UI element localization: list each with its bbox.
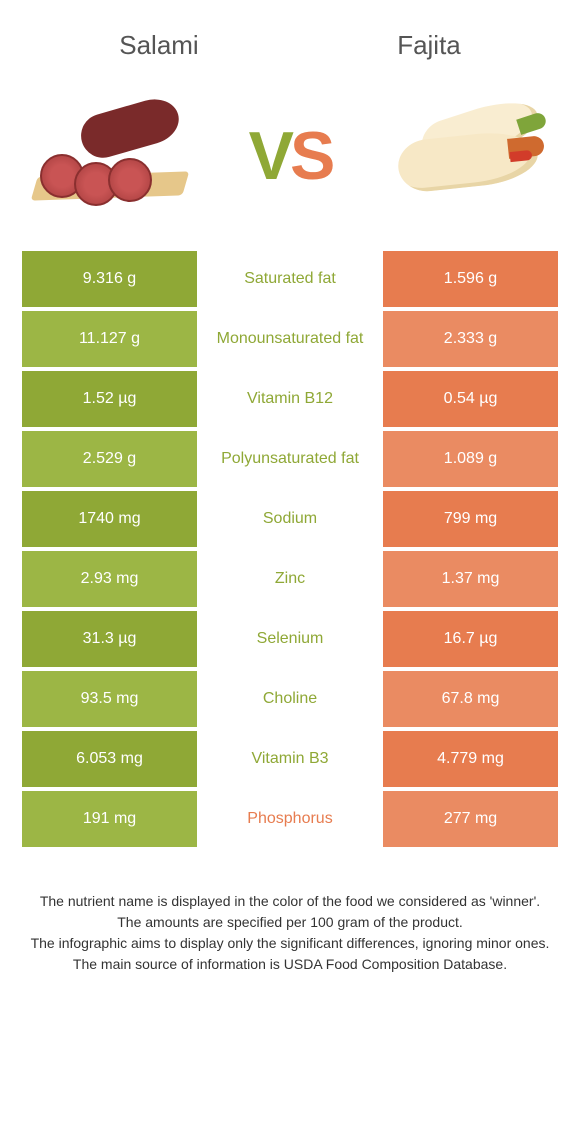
nutrient-row: 11.127 gMonounsaturated fat2.333 g [22, 311, 558, 367]
nutrient-left-value: 9.316 g [22, 251, 197, 307]
right-food-title: Fajita [397, 30, 461, 61]
nutrient-label: Vitamin B3 [197, 731, 383, 787]
nutrient-row: 93.5 mgCholine67.8 mg [22, 671, 558, 727]
nutrient-row: 191 mgPhosphorus277 mg [22, 791, 558, 847]
nutrient-row: 2.93 mgZinc1.37 mg [22, 551, 558, 607]
nutrient-row: 31.3 µgSelenium16.7 µg [22, 611, 558, 667]
nutrient-row: 2.529 gPolyunsaturated fat1.089 g [22, 431, 558, 487]
nutrient-right-value: 0.54 µg [383, 371, 558, 427]
nutrient-right-value: 4.779 mg [383, 731, 558, 787]
nutrient-label: Saturated fat [197, 251, 383, 307]
nutrient-label: Polyunsaturated fat [197, 431, 383, 487]
nutrient-left-value: 93.5 mg [22, 671, 197, 727]
nutrient-left-value: 1740 mg [22, 491, 197, 547]
nutrient-label: Zinc [197, 551, 383, 607]
nutrient-right-value: 16.7 µg [383, 611, 558, 667]
footer-line: The infographic aims to display only the… [28, 933, 552, 954]
nutrient-left-value: 191 mg [22, 791, 197, 847]
nutrient-right-value: 799 mg [383, 491, 558, 547]
footer-notes: The nutrient name is displayed in the co… [0, 851, 580, 975]
nutrient-left-value: 11.127 g [22, 311, 197, 367]
nutrient-right-value: 1.089 g [383, 431, 558, 487]
nutrient-row: 1.52 µgVitamin B120.54 µg [22, 371, 558, 427]
footer-line: The nutrient name is displayed in the co… [28, 891, 552, 912]
nutrient-right-value: 67.8 mg [383, 671, 558, 727]
nutrient-right-value: 1.37 mg [383, 551, 558, 607]
fajita-icon [390, 101, 550, 211]
nutrient-label: Monounsaturated fat [197, 311, 383, 367]
vs-v: V [249, 117, 290, 195]
left-food-title: Salami [119, 30, 198, 61]
nutrient-row: 9.316 gSaturated fat1.596 g [22, 251, 558, 307]
nutrient-label: Choline [197, 671, 383, 727]
nutrient-left-value: 1.52 µg [22, 371, 197, 427]
nutrient-label: Phosphorus [197, 791, 383, 847]
nutrient-table: 9.316 gSaturated fat1.596 g11.127 gMonou… [0, 251, 580, 847]
nutrient-label: Sodium [197, 491, 383, 547]
nutrient-right-value: 277 mg [383, 791, 558, 847]
nutrient-left-value: 2.93 mg [22, 551, 197, 607]
nutrient-left-value: 31.3 µg [22, 611, 197, 667]
nutrient-left-value: 6.053 mg [22, 731, 197, 787]
hero-row: VS [0, 71, 580, 251]
vs-label: VS [249, 117, 332, 195]
nutrient-right-value: 1.596 g [383, 251, 558, 307]
right-food-image [380, 96, 560, 216]
footer-line: The main source of information is USDA F… [28, 954, 552, 975]
header: Salami Fajita [0, 0, 580, 71]
salami-icon [30, 106, 190, 206]
nutrient-row: 6.053 mgVitamin B34.779 mg [22, 731, 558, 787]
footer-line: The amounts are specified per 100 gram o… [28, 912, 552, 933]
nutrient-row: 1740 mgSodium799 mg [22, 491, 558, 547]
nutrient-right-value: 2.333 g [383, 311, 558, 367]
nutrient-label: Selenium [197, 611, 383, 667]
left-food-image [20, 96, 200, 216]
nutrient-label: Vitamin B12 [197, 371, 383, 427]
vs-s: S [290, 117, 331, 195]
nutrient-left-value: 2.529 g [22, 431, 197, 487]
